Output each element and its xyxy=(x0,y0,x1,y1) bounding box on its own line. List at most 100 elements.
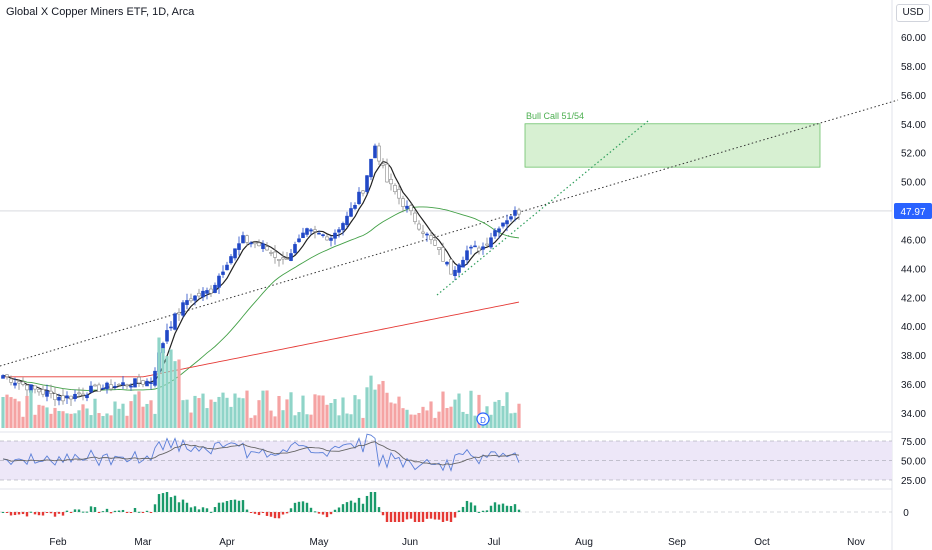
volume-bar xyxy=(273,416,277,428)
macd-bar xyxy=(105,508,109,512)
price-tick-label: 56.00 xyxy=(901,91,926,102)
volume-bar xyxy=(473,415,477,428)
volume-bar xyxy=(101,416,105,428)
candle-body xyxy=(397,189,401,199)
macd-bar xyxy=(509,505,513,512)
volume-bar xyxy=(209,399,213,428)
volume-bar xyxy=(169,349,173,428)
candle-body xyxy=(365,175,369,192)
candle-body xyxy=(13,382,17,386)
volume-bar xyxy=(93,398,97,428)
macd-bar xyxy=(361,503,365,512)
price-tick-label: 54.00 xyxy=(901,120,926,131)
candle-body xyxy=(113,385,117,388)
volume-bar xyxy=(313,394,317,428)
volume-bar xyxy=(289,392,293,428)
volume-bar xyxy=(257,400,261,428)
macd-bar xyxy=(513,504,517,512)
volume-bar xyxy=(477,394,481,428)
volume-bar xyxy=(233,393,237,428)
macd-bar xyxy=(381,512,385,516)
volume-bar xyxy=(373,389,377,428)
currency-button[interactable]: USD xyxy=(896,4,930,22)
chart-title: Global X Copper Miners ETF, 1D, Arca xyxy=(6,6,195,18)
macd-bar xyxy=(201,507,205,512)
candle-body xyxy=(213,284,217,293)
volume-bar xyxy=(441,391,445,428)
candle-body xyxy=(217,275,221,288)
macd-bar xyxy=(189,507,193,512)
time-axis-label: Mar xyxy=(134,537,152,548)
candle-body xyxy=(145,380,149,387)
candle-body xyxy=(345,215,349,226)
candle-body xyxy=(265,246,269,251)
macd-bar xyxy=(221,502,225,512)
macd-bar xyxy=(437,512,441,520)
volume-bar xyxy=(449,406,453,428)
candle-body xyxy=(101,387,105,390)
candle-body xyxy=(329,237,333,241)
macd-bar xyxy=(73,509,77,512)
candle-body xyxy=(293,244,297,254)
volume-bar xyxy=(125,415,129,428)
candle-body xyxy=(93,384,97,387)
macd-bar xyxy=(465,500,469,512)
volume-bar xyxy=(445,408,449,428)
candle-body xyxy=(209,288,213,294)
candle-body xyxy=(181,302,185,316)
volume-bar xyxy=(85,408,89,428)
macd-bar xyxy=(445,512,449,521)
candle-body xyxy=(437,247,441,250)
macd-bar xyxy=(305,502,309,512)
candle-body xyxy=(473,245,477,248)
price-tick-label: 44.00 xyxy=(901,264,926,275)
candle-body xyxy=(197,292,201,297)
candle-body xyxy=(357,191,361,205)
time-axis-label: May xyxy=(310,537,329,548)
macd-bar xyxy=(377,507,381,512)
macd-bar xyxy=(469,502,473,512)
volume-bar xyxy=(489,414,493,428)
macd-bar xyxy=(517,509,521,512)
rsi-line xyxy=(2,433,520,472)
time-axis-label: Aug xyxy=(575,537,593,548)
dividend-marker xyxy=(476,412,490,426)
candle-body xyxy=(297,238,301,243)
volume-bar xyxy=(153,413,157,428)
candle-body xyxy=(109,384,113,390)
macd-bar xyxy=(245,509,249,512)
macd-bar xyxy=(125,512,129,513)
price-tick-label: 50.00 xyxy=(901,178,926,189)
volume-bar xyxy=(505,392,509,428)
candle-body xyxy=(133,378,137,388)
candle-body xyxy=(1,375,5,379)
volume-bar xyxy=(329,403,333,428)
volume-bar xyxy=(461,411,465,428)
volume-bar xyxy=(33,414,37,428)
candle-body xyxy=(169,326,173,329)
macd-bar xyxy=(97,512,101,513)
macd-bar xyxy=(217,502,221,512)
macd-bar xyxy=(61,512,65,516)
volume-bar xyxy=(385,392,389,428)
candle-body xyxy=(381,163,385,166)
bull-call-label: Bull Call 51/54 xyxy=(526,111,584,121)
volume-bar xyxy=(309,414,313,428)
macd-bar xyxy=(153,504,157,512)
trendline-channel xyxy=(436,120,649,296)
macd-bar xyxy=(93,507,97,512)
candle-body xyxy=(309,229,313,232)
volume-bar xyxy=(389,402,393,428)
volume-bar xyxy=(345,413,349,428)
candle-body xyxy=(105,382,109,390)
macd-bar xyxy=(265,512,269,516)
volume-bar xyxy=(493,401,497,428)
macd-bar xyxy=(429,512,433,519)
macd-bar xyxy=(401,512,405,522)
volume-bar xyxy=(397,396,401,428)
macd-bar xyxy=(33,512,37,515)
volume-bar xyxy=(425,410,429,428)
volume-bar xyxy=(133,394,137,428)
macd-bar xyxy=(333,509,337,512)
